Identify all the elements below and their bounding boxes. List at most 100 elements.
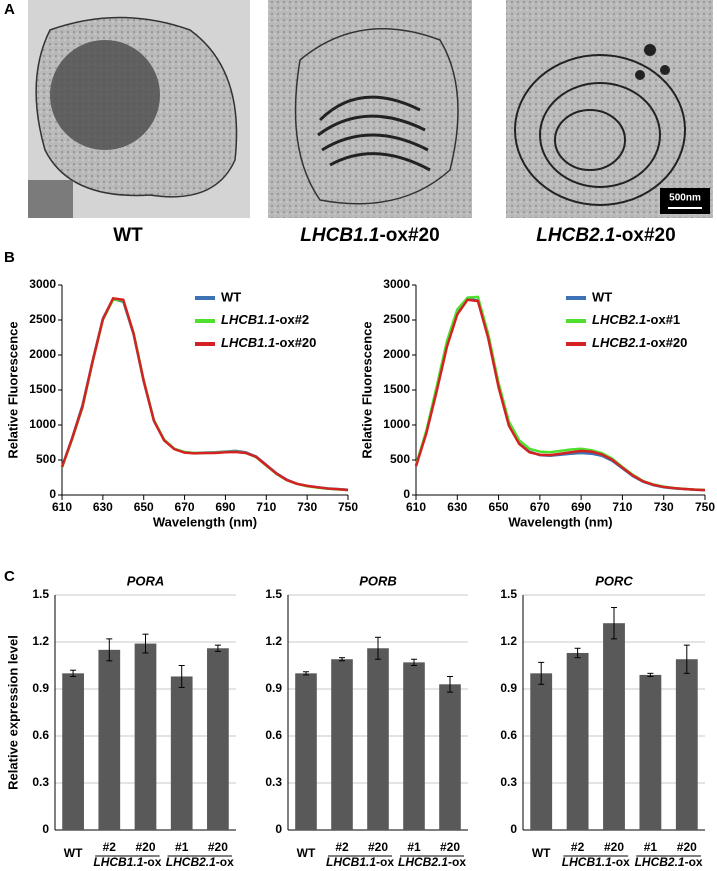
y-tick-label: 0.6 xyxy=(500,728,517,742)
x-tick-label: 670 xyxy=(175,500,195,514)
series-line xyxy=(60,298,349,492)
x-tick-label: 750 xyxy=(338,500,358,514)
y-tick-label: 0.6 xyxy=(32,728,49,742)
y-tick-label: 0.9 xyxy=(32,681,49,695)
group-label: LHCB1.1-ox xyxy=(562,855,630,869)
x-tick-label: 630 xyxy=(93,500,113,514)
y-tick-label: 0.3 xyxy=(265,775,282,789)
legend-label: LHCB1.1-ox#2 xyxy=(221,312,309,327)
y-tick-label: 0.3 xyxy=(32,775,49,789)
bar xyxy=(331,659,353,830)
y-tick-label: 2500 xyxy=(29,312,56,326)
x-tick-label: #1 xyxy=(175,840,189,854)
y-tick-label: 1.2 xyxy=(265,634,282,648)
y-axis-label: Relative Fluorescence xyxy=(359,321,374,458)
x-axis-label: Wavelength (nm) xyxy=(153,514,257,529)
bar xyxy=(403,662,425,830)
x-tick-label: #1 xyxy=(407,840,421,854)
y-axis-label: Relative Fluorescence xyxy=(5,321,20,458)
y-tick-label: 1.2 xyxy=(500,634,517,648)
y-tick-label: 500 xyxy=(390,452,410,466)
chart-title: PORB xyxy=(359,573,397,588)
x-tick-label: #2 xyxy=(103,840,117,854)
y-tick-label: 1.5 xyxy=(500,587,517,601)
y-tick-label: 0 xyxy=(49,487,56,501)
x-tick-label: 730 xyxy=(297,500,317,514)
bar xyxy=(639,674,662,830)
y-tick-label: 1500 xyxy=(29,382,56,396)
x-tick-label: 610 xyxy=(406,500,426,514)
micrograph-caption: LHCB1.1-ox#20 xyxy=(300,225,439,246)
bar xyxy=(134,643,157,830)
y-tick-label: 0.3 xyxy=(500,775,517,789)
x-tick-label: #20 xyxy=(677,840,697,854)
legend-label: LHCB2.1-ox#1 xyxy=(592,312,680,327)
x-tick-label: 710 xyxy=(612,500,632,514)
y-tick-label: 3000 xyxy=(29,277,56,291)
x-tick-label: WT xyxy=(297,846,316,860)
bar xyxy=(566,652,589,830)
x-tick-label: #20 xyxy=(135,840,155,854)
bar xyxy=(98,649,121,830)
x-tick-label: 690 xyxy=(571,500,591,514)
bar xyxy=(170,676,193,830)
group-label: LHCB2.1-ox xyxy=(166,855,234,869)
x-tick-label: #20 xyxy=(208,840,228,854)
chart-title: PORC xyxy=(595,573,633,588)
x-tick-label: 610 xyxy=(52,500,72,514)
y-tick-label: 2000 xyxy=(29,347,56,361)
y-tick-label: 3000 xyxy=(383,277,410,291)
x-tick-label: WT xyxy=(64,846,83,860)
micrograph-caption: LHCB2.1-ox#20 xyxy=(536,225,675,246)
panel-label: C xyxy=(4,568,15,585)
x-tick-label: #20 xyxy=(604,840,624,854)
bar xyxy=(207,648,229,830)
chart-title: PORA xyxy=(127,573,165,588)
y-tick-label: 0 xyxy=(403,487,410,501)
series-line xyxy=(60,296,349,492)
y-tick-label: 0 xyxy=(275,822,282,836)
y-tick-label: 0 xyxy=(42,822,49,836)
x-tick-label: #2 xyxy=(571,840,585,854)
x-tick-label: #20 xyxy=(368,840,388,854)
series-line xyxy=(414,297,706,492)
x-tick-label: #1 xyxy=(644,840,658,854)
bar xyxy=(439,684,461,830)
bar xyxy=(367,648,389,830)
micrograph-caption: WT xyxy=(113,225,143,246)
x-tick-label: 650 xyxy=(489,500,509,514)
micrograph xyxy=(28,0,250,218)
panel-label: B xyxy=(4,249,15,266)
scale-bar-label: 500nm xyxy=(669,193,701,204)
group-label: LHCB2.1-ox xyxy=(635,855,703,869)
micrograph: 500nm xyxy=(506,0,713,218)
y-tick-label: 2000 xyxy=(383,347,410,361)
group-label: LHCB1.1-ox xyxy=(326,855,394,869)
group-label: LHCB1.1-ox xyxy=(93,855,161,869)
y-tick-label: 1000 xyxy=(29,417,56,431)
y-axis-label: Relative expression level xyxy=(5,635,20,790)
legend-label: WT xyxy=(592,289,612,304)
x-tick-label: 730 xyxy=(654,500,674,514)
x-tick-label: 630 xyxy=(447,500,467,514)
x-tick-label: 710 xyxy=(256,500,276,514)
bar xyxy=(675,659,698,830)
y-tick-label: 0.9 xyxy=(265,681,282,695)
y-tick-label: 1500 xyxy=(383,382,410,396)
legend-label: LHCB2.1-ox#20 xyxy=(592,335,687,350)
panel-label: A xyxy=(4,1,15,18)
x-tick-label: #2 xyxy=(335,840,349,854)
x-tick-label: 690 xyxy=(215,500,235,514)
y-tick-label: 0 xyxy=(510,822,517,836)
group-label: LHCB2.1-ox xyxy=(398,855,466,869)
bar xyxy=(530,673,553,830)
series-line xyxy=(60,297,349,491)
bar xyxy=(62,673,84,830)
bar xyxy=(295,673,317,830)
y-tick-label: 1.2 xyxy=(32,634,49,648)
x-tick-label: 650 xyxy=(134,500,154,514)
y-tick-label: 0.6 xyxy=(265,728,282,742)
bar xyxy=(603,623,625,830)
x-axis-label: Wavelength (nm) xyxy=(508,514,612,529)
